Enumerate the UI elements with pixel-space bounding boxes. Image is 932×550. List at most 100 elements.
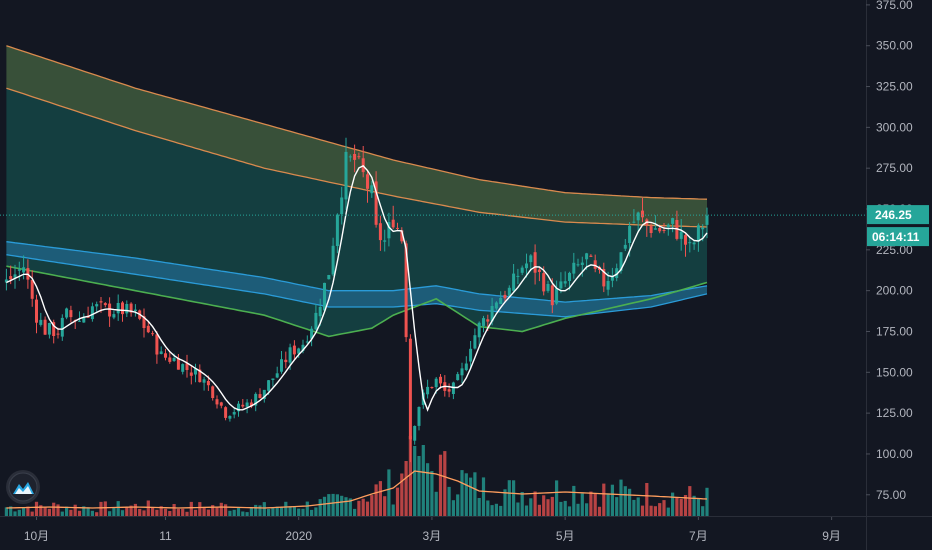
candle-body (404, 243, 408, 338)
volume-bar (357, 500, 361, 516)
candle-body (90, 306, 94, 320)
volume-bar (477, 498, 481, 516)
volume-bar (671, 492, 675, 516)
candle-body (701, 227, 705, 230)
volume-bar (636, 497, 640, 516)
volume-bar (602, 483, 606, 516)
volume-bar (632, 499, 636, 516)
volume-bar (529, 498, 533, 516)
volume-bar (649, 505, 653, 516)
volume-bar (705, 487, 709, 516)
candle-body (507, 287, 511, 296)
volume-bar (4, 507, 8, 516)
volume-bar (512, 480, 516, 516)
countdown-label: 06:14:11 (872, 230, 920, 244)
volume-bar (90, 510, 94, 516)
volume-bar (241, 511, 245, 516)
volume-bar (623, 486, 627, 516)
volume-bar (142, 510, 146, 516)
volume-bar (421, 445, 425, 516)
price-axis: 375.00350.00325.00300.00275.00250.00225.… (866, 0, 913, 502)
volume-bar (593, 493, 597, 516)
volume-bar (206, 509, 210, 516)
volume-bar (254, 504, 258, 516)
candle-body (692, 242, 696, 245)
candle-body (602, 269, 606, 287)
volume-bar (77, 510, 82, 516)
volume-bar (353, 508, 357, 516)
candle-body (353, 154, 357, 160)
candle-body (82, 317, 86, 323)
candle-body (473, 335, 477, 349)
volume-bar (546, 499, 550, 516)
volume-bar (168, 511, 172, 516)
volume-bar (696, 498, 700, 516)
candle-body (344, 151, 348, 200)
candle-body (684, 235, 687, 245)
candle-body (159, 351, 163, 354)
volume-bar (288, 506, 292, 516)
candle-body (60, 317, 64, 337)
candle-body (78, 320, 81, 322)
candle-body (112, 314, 116, 318)
candle-body (537, 269, 541, 272)
indicator-bands (6, 45, 708, 338)
volume-bar (224, 504, 228, 516)
x-tick-label: 5月 (556, 529, 575, 543)
candle-body (619, 252, 623, 271)
candle-body (237, 403, 240, 412)
volume-bar (30, 511, 34, 516)
candle-body (335, 214, 339, 246)
candle-body (662, 230, 666, 231)
volume-bar (133, 503, 137, 516)
candle-body (52, 322, 56, 336)
candle-body (275, 373, 279, 378)
tradingview-logo-icon[interactable] (6, 470, 40, 504)
candle-body (529, 255, 533, 263)
candle-body (563, 281, 567, 284)
y-tick-label: 350.00 (876, 39, 913, 53)
candle-body (206, 381, 210, 386)
candle-body (460, 368, 464, 376)
candle-body (653, 228, 657, 230)
volume-bar (460, 470, 464, 516)
volume-bar (555, 480, 559, 516)
y-tick-label: 300.00 (876, 120, 913, 134)
upper-band-top-line (6, 45, 708, 200)
volume-bar (387, 469, 391, 516)
candle-body (297, 348, 301, 354)
volume-bar (503, 489, 507, 516)
candle-body (35, 299, 38, 323)
volume-bar (279, 507, 284, 516)
candle-body (99, 301, 103, 303)
candle-body (430, 387, 434, 388)
candle-body (374, 181, 378, 225)
candle-body (284, 359, 288, 363)
candle-body (696, 225, 700, 242)
volume-bar (297, 508, 301, 516)
volume-bar (490, 505, 494, 516)
x-tick-label: 10月 (24, 529, 49, 543)
candle-body (215, 399, 219, 405)
volume-bar (615, 497, 619, 516)
candle-body (17, 269, 21, 271)
candle-body (464, 363, 468, 370)
volume-bar (163, 508, 168, 516)
time-axis: 10月 11 2020 3月 5月 7月 9月 (0, 516, 932, 543)
candle-body (413, 426, 417, 441)
volume-bar (314, 507, 318, 516)
candle-body (129, 303, 133, 313)
candle-body (451, 382, 455, 394)
volume-bar (619, 479, 623, 516)
volume-bar (443, 451, 447, 516)
candle-body (318, 307, 322, 317)
green-average-line (6, 265, 708, 338)
volume-bar (129, 505, 133, 516)
volume-bar (417, 456, 421, 516)
volume-bar (176, 508, 180, 516)
volume-bar (172, 504, 176, 516)
volume-bar (542, 495, 546, 516)
volume-bar (193, 509, 198, 516)
